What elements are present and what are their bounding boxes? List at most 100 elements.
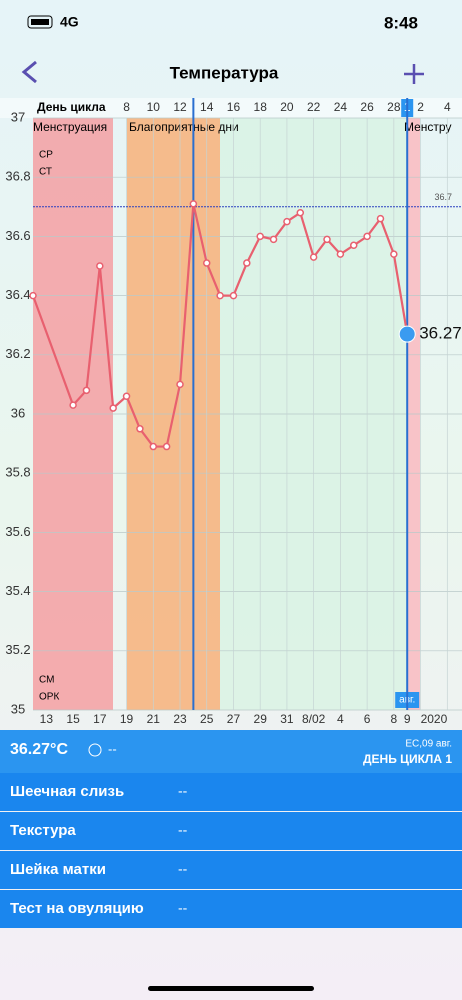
date: ЕС,09 авг. [405, 739, 452, 750]
y-tick-label: 36.6 [5, 228, 30, 243]
y-tick-label: 36.2 [5, 346, 30, 361]
cycle-day: ДЕНЬ ЦИКЛА 1 [363, 752, 452, 766]
point[interactable] [176, 380, 184, 389]
cover-line-label: 36.7 [434, 192, 452, 202]
x-tick-label: 9 [404, 712, 411, 726]
point[interactable] [82, 386, 91, 395]
x-tick-label: 21 [147, 712, 161, 726]
point[interactable] [162, 442, 171, 451]
mood: -- [108, 741, 117, 756]
clock: 8:48 [384, 13, 418, 32]
battery-level [31, 19, 49, 25]
x-tick-label: 31 [280, 712, 294, 726]
row-title: Шейка матки [10, 861, 106, 878]
point[interactable] [69, 401, 77, 409]
point[interactable] [269, 235, 278, 244]
point[interactable] [349, 241, 358, 250]
point[interactable] [376, 214, 385, 223]
top-tick-label: 26 [360, 100, 374, 114]
top-tick-label: 10 [147, 100, 161, 114]
y-tick-label: 35.8 [5, 465, 30, 480]
back-button[interactable] [21, 60, 37, 84]
x-tick-label: 17 [93, 712, 107, 726]
point[interactable] [296, 208, 305, 217]
screen-title: Температура [170, 63, 279, 82]
top-tick-label: 18 [254, 100, 268, 114]
point[interactable] [283, 217, 291, 226]
summary-bar [0, 730, 462, 773]
phase-label: Благоприятные дни [129, 120, 239, 134]
x-tick-label: 6 [364, 712, 371, 726]
y-tick-label: 35.4 [5, 583, 30, 598]
row-value: -- [178, 900, 188, 916]
x-tick-label: 29 [254, 712, 268, 726]
battery [27, 15, 53, 29]
row-label: СМ [39, 675, 54, 686]
point[interactable] [122, 392, 131, 400]
mood-icon [88, 743, 102, 757]
point[interactable] [309, 253, 318, 261]
y-tick-label: 35.6 [5, 524, 30, 539]
detail-row[interactable] [0, 851, 462, 889]
point[interactable] [149, 442, 158, 451]
network: 4G [60, 14, 79, 30]
x-tick-label: 4 [337, 712, 344, 726]
row-label: ОРК [39, 692, 59, 703]
detail-row[interactable] [0, 812, 462, 850]
point[interactable] [202, 259, 211, 267]
row-label: СР [39, 150, 53, 161]
point[interactable] [136, 425, 144, 433]
y-tick-label: 35 [11, 701, 25, 716]
current-value-label: 36.27 [419, 324, 462, 343]
row-title: Тест на овуляцию [10, 900, 144, 917]
point[interactable] [189, 200, 198, 208]
y-tick-label: 36.8 [5, 169, 30, 184]
top-tick-label: 20 [280, 100, 294, 114]
current-point[interactable] [398, 325, 416, 343]
point[interactable] [96, 262, 104, 270]
phase-label: Менструация [33, 120, 107, 134]
home-indicator [148, 986, 314, 991]
x-tick-label: 19 [120, 712, 134, 726]
point[interactable] [390, 250, 398, 258]
top-tick-label: 14 [200, 100, 214, 114]
top-tick-label: 22 [307, 100, 321, 114]
temperature: 36.27°C [10, 741, 68, 758]
top-tick-label: 2 [417, 100, 424, 114]
top-tick-label: 4 [444, 100, 451, 114]
point[interactable] [243, 259, 251, 267]
point[interactable] [216, 291, 224, 300]
point[interactable] [336, 250, 345, 258]
row-title: Шеечная слизь [10, 783, 124, 800]
point[interactable] [29, 291, 37, 300]
top-tick-label: 28 [387, 100, 401, 114]
detail-row[interactable] [0, 773, 462, 811]
x-tick-label: 23 [173, 712, 187, 726]
row-value: -- [178, 861, 188, 877]
x-tick-label: 2020 [421, 712, 448, 726]
detail-rows: Шеечная слизь -- Текстура -- Шейка матки -- Те… [0, 773, 462, 928]
point[interactable] [109, 404, 117, 412]
y-tick-label: 35.2 [5, 642, 30, 657]
x-tick-label: 8/02 [302, 712, 326, 726]
top-tick-label: 12 [173, 100, 187, 114]
x-tick-label: 13 [40, 712, 54, 726]
x-tick-label: 25 [200, 712, 214, 726]
point[interactable] [323, 235, 331, 244]
row-label: СТ [39, 167, 52, 178]
phase-label: Менстру [404, 120, 451, 134]
point[interactable] [229, 291, 238, 300]
x-tick-label: 15 [66, 712, 80, 726]
x-tick-label: 8 [390, 712, 397, 726]
point[interactable] [363, 232, 371, 241]
point[interactable] [256, 232, 264, 241]
row-title: Текстура [10, 822, 76, 839]
add-button[interactable] [404, 64, 424, 84]
day-axis-label: День цикла [37, 100, 106, 114]
detail-row[interactable] [0, 890, 462, 928]
top-tick-label: 8 [123, 100, 130, 114]
top-tick-label: 16 [227, 100, 241, 114]
y-tick-label: 36 [11, 405, 25, 420]
